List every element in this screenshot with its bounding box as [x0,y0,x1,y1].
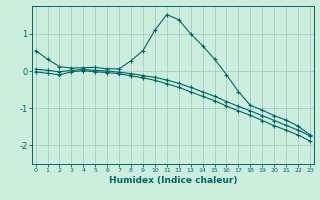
X-axis label: Humidex (Indice chaleur): Humidex (Indice chaleur) [108,176,237,185]
